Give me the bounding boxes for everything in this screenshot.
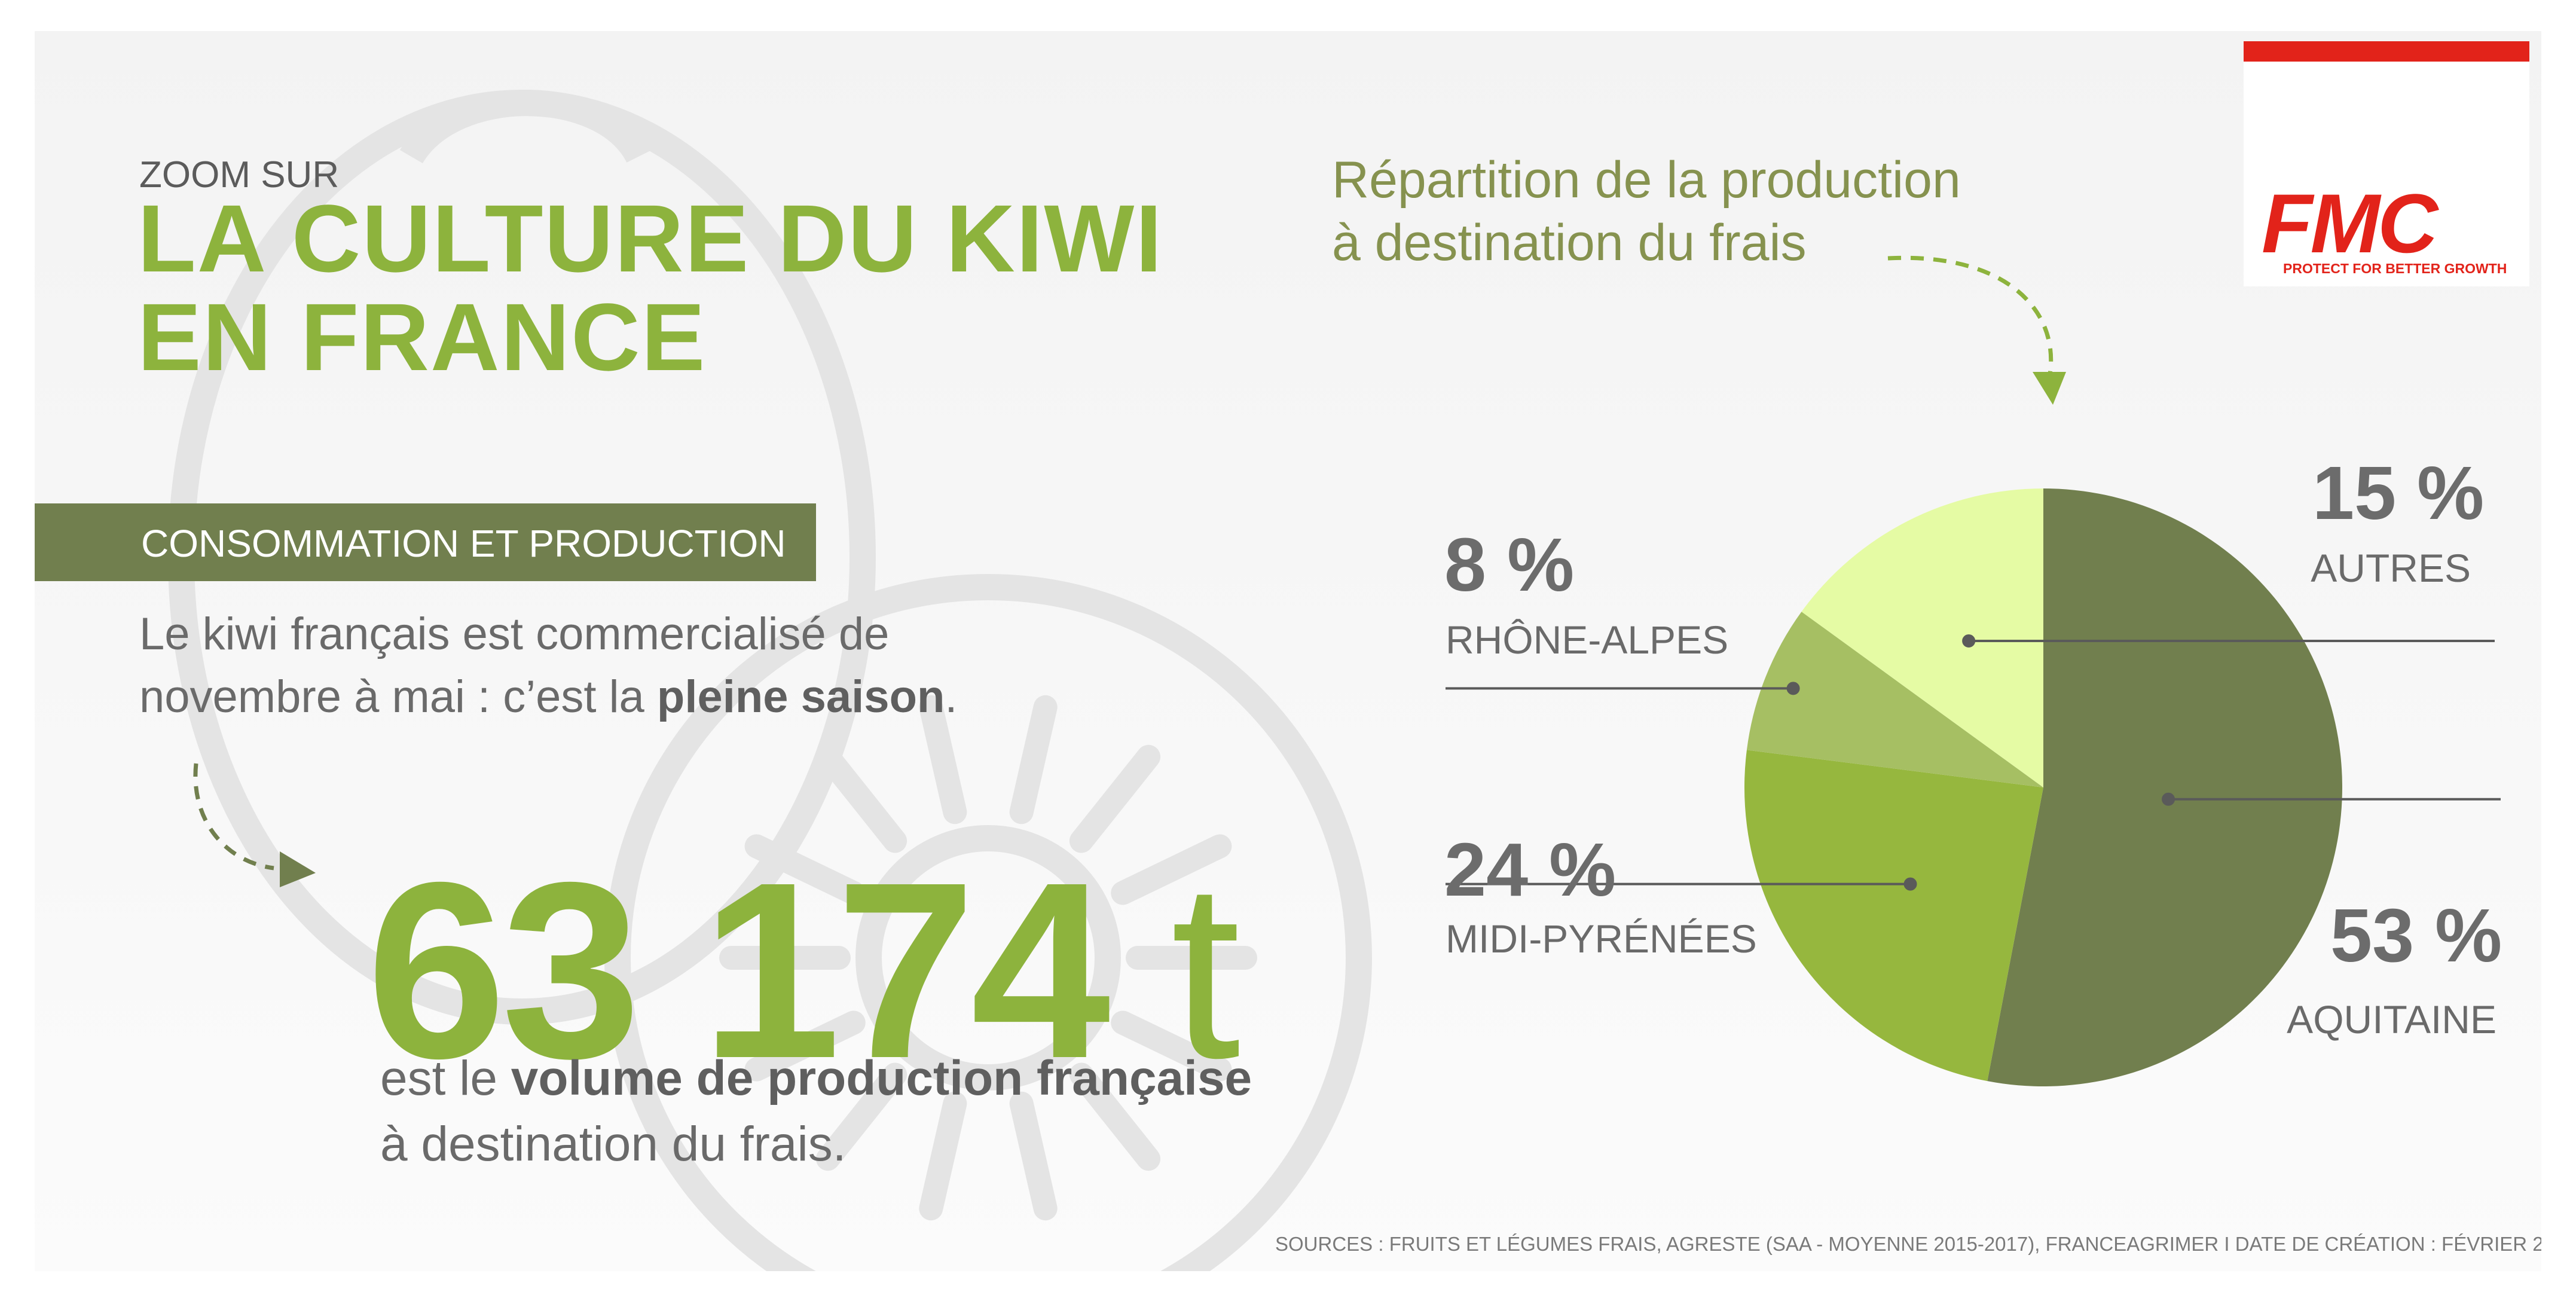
fmc-logo-mark: FMC — [2262, 176, 2438, 270]
intro-line2: novembre à mai : c’est la pleine saison. — [139, 671, 958, 723]
fmc-logo: FMC PROTECT FOR BETTER GROWTH — [2244, 41, 2529, 286]
pie-slice-rhone-alpes — [1746, 612, 2043, 787]
intro-line2-suffix: . — [945, 671, 958, 722]
page-title-line1: LA CULTURE DU KIWI — [137, 185, 1163, 292]
slice-pct-rhone-alpes: 8 % — [1444, 523, 1575, 607]
section-band — [35, 503, 816, 581]
slice-pct-aquitaine: 53 % — [2330, 893, 2502, 978]
slice-label-midi-pyrenees: MIDI-PYRÉNÉES — [1446, 917, 1757, 961]
volume-caption-line1: est le volume de production française — [380, 1050, 1252, 1107]
page-title-line2: EN FRANCE — [137, 283, 707, 390]
arrow-to-number-icon — [193, 763, 316, 887]
slice-label-aquitaine: AQUITAINE — [2287, 997, 2496, 1042]
volume-caption-prefix: est le — [380, 1051, 511, 1105]
intro-line1: Le kiwi français est commercialisé de — [139, 609, 890, 659]
slice-label-autres: AUTRES — [2311, 546, 2471, 590]
sources-footnote: SOURCES : FRUITS ET LÉGUMES FRAIS, AGRES… — [1275, 1233, 2541, 1255]
kiwi-watermark-icon — [168, 90, 1372, 1271]
pie-chart — [1446, 488, 2501, 1086]
section-label: CONSOMMATION ET PRODUCTION — [141, 522, 786, 565]
infographic-card: ZOOM SUR LA CULTURE DU KIWI EN FRANCE CO… — [35, 31, 2541, 1271]
slice-pct-midi-pyrenees: 24 % — [1444, 827, 1617, 912]
leader-dot-autres — [1962, 634, 1976, 648]
leader-dot-midi-pyrenees — [1903, 877, 1917, 891]
leader-dot-rhone-alpes — [1786, 682, 1800, 695]
pie-slice-midi-pyrenees — [1744, 750, 2043, 1082]
intro-highlight: pleine saison — [656, 671, 945, 722]
intro-line2-prefix: novembre à mai : c’est la — [139, 671, 657, 722]
volume-caption-line2: à destination du frais. — [380, 1117, 847, 1171]
production-volume-number: 63 174 — [366, 830, 1111, 1111]
volume-caption-highlight: volume de production française — [511, 1051, 1252, 1105]
pie-title-line1: Répartition de la production — [1332, 151, 1961, 209]
slice-label-rhone-alpes: RHÔNE-ALPES — [1446, 618, 1729, 662]
kicker-text: ZOOM SUR — [139, 154, 340, 196]
production-volume: 63 174 t — [366, 826, 1240, 1115]
fmc-logo-tagline: PROTECT FOR BETTER GROWTH — [2283, 261, 2507, 276]
slice-pct-autres: 15 % — [2312, 451, 2485, 535]
leader-dot-aquitaine — [2162, 792, 2175, 806]
pie-slice-aquitaine — [1987, 488, 2342, 1086]
pie-title-line2: à destination du frais — [1332, 214, 1807, 271]
production-volume-unit: t — [1171, 830, 1241, 1111]
arrow-to-pie-icon — [1887, 255, 2066, 405]
pie-slice-autres — [1801, 488, 2043, 787]
